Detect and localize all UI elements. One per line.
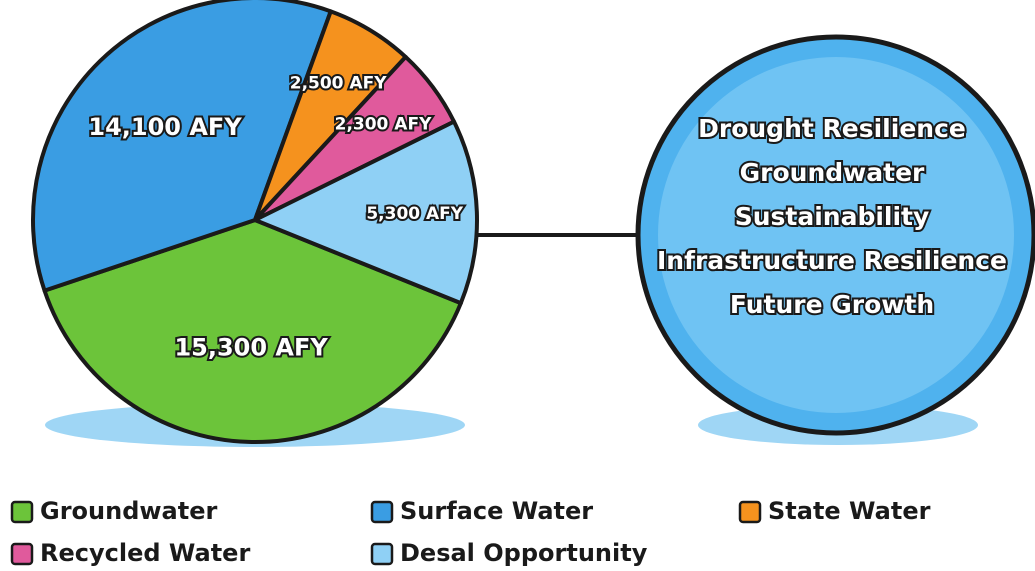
bubble-text: Future Growth <box>730 290 934 319</box>
legend-swatch <box>370 500 394 524</box>
bubble-text: Infrastructure Resilience <box>657 246 1007 275</box>
legend-label: Groundwater <box>40 497 217 525</box>
legend-label: Desal Opportunity <box>400 539 648 567</box>
pie-slice <box>253 119 479 306</box>
data-label: 15,300 AFY <box>174 334 328 362</box>
legend-swatch <box>370 542 394 566</box>
legend-label: Recycled Water <box>40 539 250 567</box>
legend-swatch <box>10 542 34 566</box>
data-label: 2,500 AFY <box>290 73 387 93</box>
data-label: 2,300 AFY <box>335 114 432 134</box>
legend-label: Surface Water <box>400 497 593 525</box>
legend-swatch <box>738 500 762 524</box>
data-label: 5,300 AFY <box>366 204 463 224</box>
legend-swatch <box>10 500 34 524</box>
pie-slice <box>42 218 463 444</box>
bubble-text: Sustainability <box>735 202 930 231</box>
bubble-text: Drought Resilience <box>698 114 966 143</box>
bubble-text: Groundwater <box>740 158 925 187</box>
pie-slice <box>31 0 333 293</box>
data-label: 14,100 AFY <box>88 113 242 141</box>
legend-label: State Water <box>768 497 931 525</box>
bubble-highlight <box>658 57 1014 413</box>
